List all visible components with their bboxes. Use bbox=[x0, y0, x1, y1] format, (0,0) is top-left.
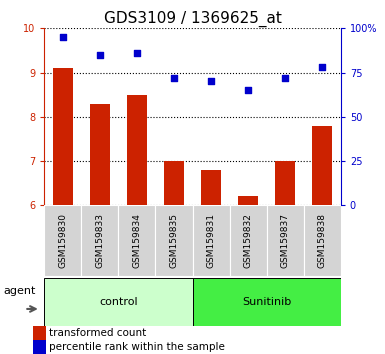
Point bbox=[245, 87, 251, 93]
Bar bbox=[53, 68, 73, 205]
Text: GSM159838: GSM159838 bbox=[318, 213, 327, 268]
Bar bbox=[238, 196, 258, 205]
Bar bbox=[304, 205, 341, 276]
Bar bbox=[275, 161, 295, 205]
Bar bbox=[127, 95, 147, 205]
Bar bbox=[229, 205, 266, 276]
Point bbox=[208, 79, 214, 84]
Bar bbox=[192, 205, 229, 276]
Bar bbox=[312, 126, 332, 205]
Bar bbox=[201, 170, 221, 205]
Point bbox=[134, 50, 140, 56]
Text: GSM159833: GSM159833 bbox=[95, 213, 104, 268]
Text: agent: agent bbox=[3, 286, 36, 296]
Text: GSM159830: GSM159830 bbox=[58, 213, 67, 268]
Text: percentile rank within the sample: percentile rank within the sample bbox=[49, 342, 225, 352]
Bar bbox=[156, 205, 192, 276]
Text: GSM159835: GSM159835 bbox=[169, 213, 179, 268]
Point bbox=[319, 64, 325, 70]
Text: control: control bbox=[99, 297, 138, 307]
Bar bbox=[44, 278, 192, 326]
Bar bbox=[267, 205, 304, 276]
Text: Sunitinib: Sunitinib bbox=[242, 297, 291, 307]
Bar bbox=[81, 205, 119, 276]
Bar bbox=[90, 103, 110, 205]
Point bbox=[282, 75, 288, 81]
Point bbox=[60, 34, 66, 40]
Point bbox=[97, 52, 103, 58]
Title: GDS3109 / 1369625_at: GDS3109 / 1369625_at bbox=[104, 11, 281, 27]
Text: GSM159831: GSM159831 bbox=[206, 213, 216, 268]
Bar bbox=[44, 205, 81, 276]
Point bbox=[171, 75, 177, 81]
Text: GSM159837: GSM159837 bbox=[281, 213, 290, 268]
Text: transformed count: transformed count bbox=[49, 328, 147, 338]
Bar bbox=[164, 161, 184, 205]
Bar bbox=[33, 340, 46, 354]
Text: GSM159832: GSM159832 bbox=[244, 213, 253, 268]
Bar bbox=[33, 326, 46, 340]
Bar bbox=[119, 205, 156, 276]
Bar bbox=[192, 278, 341, 326]
Text: GSM159834: GSM159834 bbox=[132, 213, 141, 268]
